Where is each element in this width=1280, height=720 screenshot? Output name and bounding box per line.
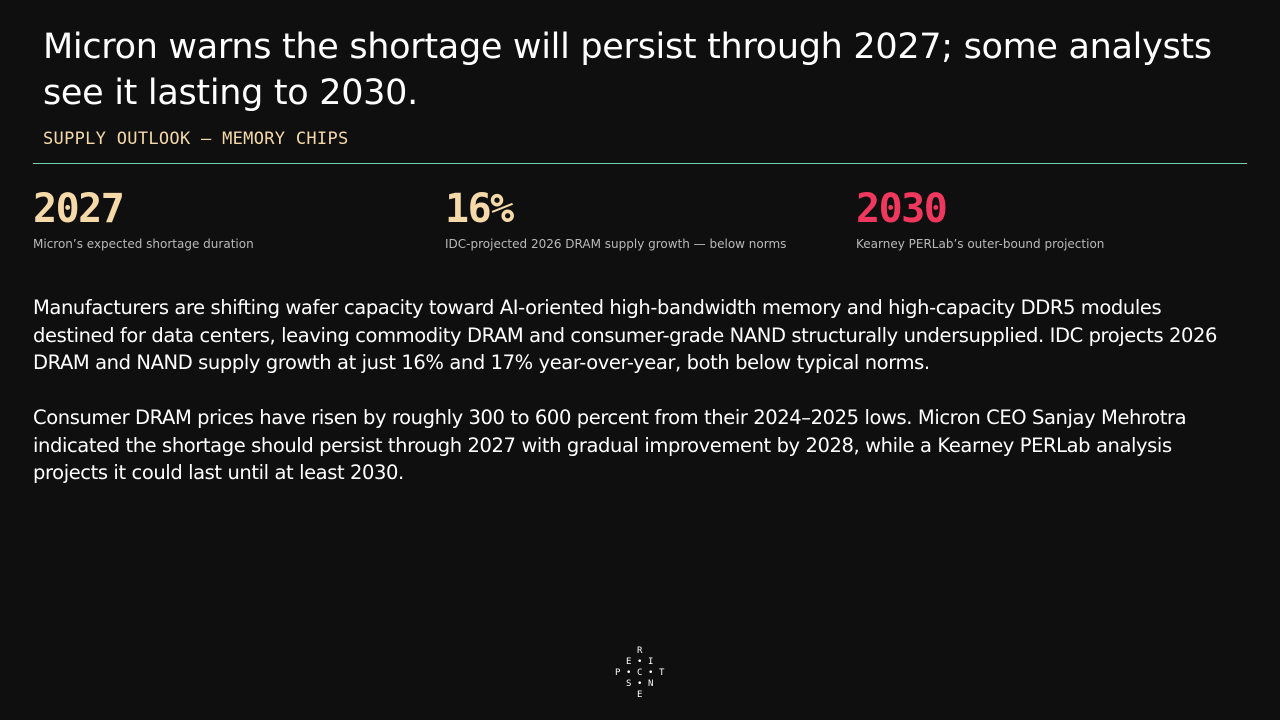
logo-letter: • [637,657,643,667]
logo-letter: I [648,657,654,667]
logo-letter: C [637,668,643,678]
slide-subtitle: SUPPLY OUTLOOK — MEMORY CHIPS [43,129,349,149]
stat-caption: IDC-projected 2026 DRAM supply growth — … [445,237,787,251]
stat-outer-bound: 2030 Kearney PERLab’s outer-bound projec… [856,186,1104,252]
logo-letter: E [626,657,632,667]
stat-caption: Kearney PERLab’s outer-bound projection [856,237,1105,251]
stat-supply-growth: 16% IDC-projected 2026 DRAM supply growt… [445,186,786,252]
logo-letter: P [615,668,621,678]
divider-rule [33,163,1247,164]
stat-value: 2027 [33,186,125,232]
logo-letter: E [637,690,643,700]
slide-title: Micron warns the shortage will persist t… [43,27,1212,113]
logo-letter: • [637,679,643,689]
logo-letter: S [626,679,632,689]
body-text: Manufacturers are shifting wafer capacit… [33,294,1233,514]
stat-caption: Micron’s expected shortage duration [33,237,254,251]
stat-value: 16% [445,186,514,232]
logo-letter: T [659,668,665,678]
stat-value: 2030 [856,186,948,232]
logo-letter: • [648,668,654,678]
stat-shortage-duration: 2027 Micron’s expected shortage duration [33,186,254,252]
body-paragraph-2: Consumer DRAM prices have risen by rough… [33,406,1187,484]
logo-letter: R [637,646,643,656]
logo-letter: N [648,679,654,689]
brand-logo: R E • I P • C • T S • N E [614,646,666,702]
body-paragraph-1: Manufacturers are shifting wafer capacit… [33,296,1218,374]
logo-letter: • [626,668,632,678]
